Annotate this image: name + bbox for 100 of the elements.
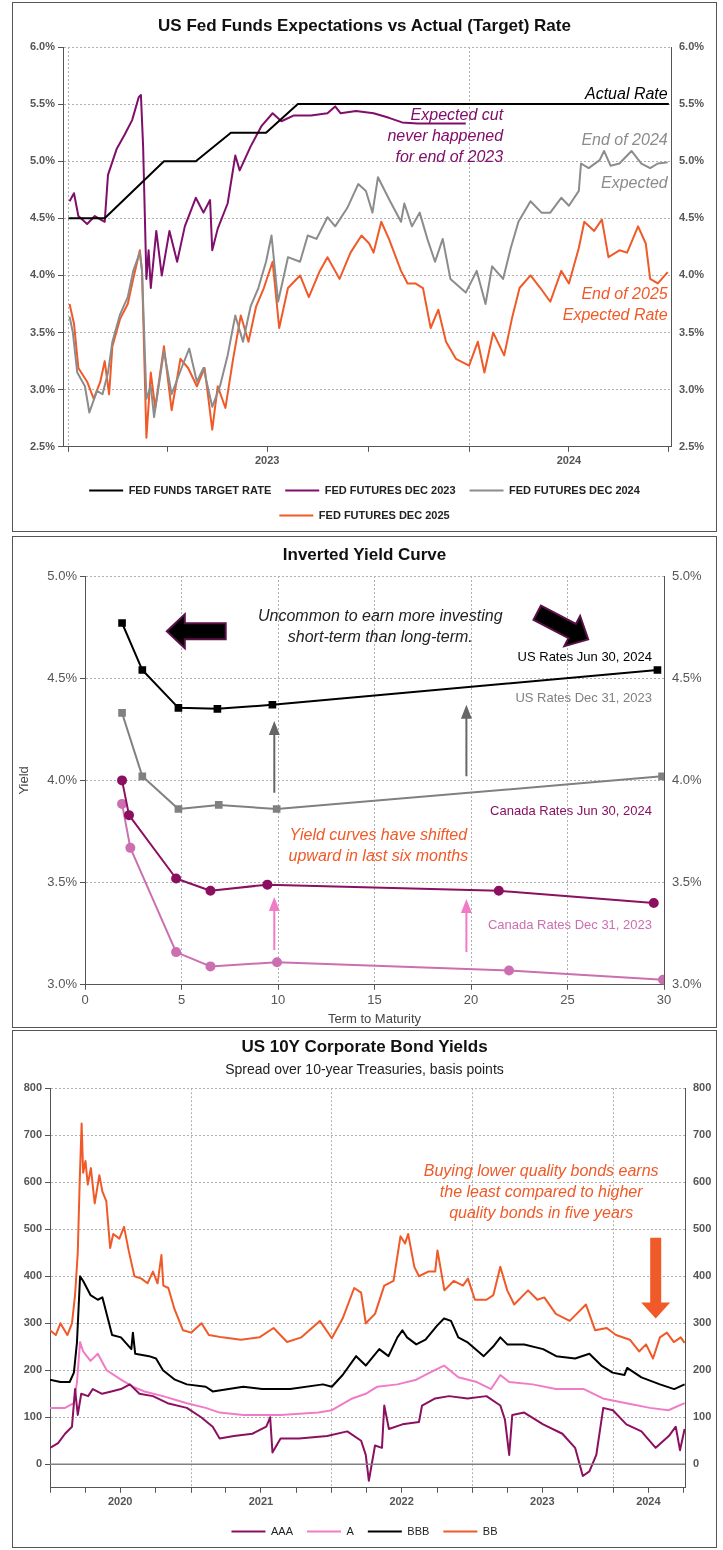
- y-tick-label: 700: [23, 1128, 42, 1141]
- y2-tick-label: 600: [693, 1175, 712, 1188]
- x-tick-label: 5: [177, 992, 186, 1008]
- y-tick-label: 800: [23, 1081, 42, 1094]
- annotation: Yield curves have shifted upward in last six months: [288, 826, 469, 865]
- y2-tick-label: 700: [693, 1128, 712, 1141]
- y-tick-label: 200: [23, 1363, 42, 1376]
- y2-tick-label: 200: [693, 1363, 712, 1376]
- y2-tick-label: 3.5%: [672, 874, 703, 890]
- y-tick-label: 500: [23, 1222, 42, 1235]
- legend-label: BBB: [407, 1524, 430, 1537]
- x-tick-label: 10: [270, 992, 286, 1008]
- y2-tick-label: 300: [693, 1316, 712, 1329]
- point: [118, 709, 126, 717]
- legend-label: FED FUTURES DEC 2023: [324, 483, 456, 496]
- point: [174, 805, 183, 813]
- point: [262, 879, 273, 890]
- y-tick-label: 400: [23, 1269, 42, 1282]
- x-tick-label: 2022: [389, 1495, 414, 1508]
- y-axis-title: Yield: [16, 766, 32, 795]
- y2-tick-label: 100: [693, 1410, 712, 1423]
- point: [213, 705, 222, 713]
- point: [272, 805, 281, 813]
- point: [138, 666, 147, 674]
- y2-tick-label: 0: [693, 1457, 700, 1470]
- y2-tick-label: 4.5%: [679, 211, 705, 224]
- point: [124, 810, 134, 821]
- point: [653, 666, 662, 674]
- point: [205, 885, 216, 896]
- text: Canada Rates Jun 30, 2024: [490, 802, 652, 818]
- x-tick-label: 25: [560, 992, 575, 1008]
- y2-tick-label: 3.0%: [672, 976, 703, 992]
- point: [493, 885, 504, 896]
- point: [171, 873, 182, 884]
- point: [174, 704, 183, 712]
- y-tick-label: 5.0%: [47, 567, 78, 583]
- legend-label: FED FUTURES DEC 2025: [318, 508, 450, 521]
- y-tick-label: 6.0%: [29, 40, 56, 53]
- y-tick-label: 600: [23, 1175, 42, 1188]
- annotation: End of 2025 Expected Rate: [562, 285, 668, 324]
- point: [205, 961, 216, 972]
- point: [268, 700, 277, 709]
- x-tick-label: 20: [463, 992, 479, 1008]
- x-tick-label: 15: [367, 992, 382, 1008]
- x-axis-title: Term to Maturity: [327, 1010, 422, 1026]
- chart-subtitle: Spread over 10-year Treasuries, basis points: [225, 1060, 504, 1077]
- point: [138, 772, 147, 781]
- x-tick-label: 0: [81, 992, 89, 1008]
- y-tick-label: 4.5%: [29, 211, 56, 224]
- chart-title: US Fed Funds Expectations vs Actual (Target) Rate: [158, 16, 571, 36]
- y2-tick-label: 4.0%: [672, 771, 703, 787]
- point: [214, 801, 223, 809]
- y-tick-label: 0: [35, 1457, 42, 1470]
- x-tick-label: 2024: [556, 454, 583, 467]
- x-tick-label: 2024: [636, 1495, 662, 1508]
- legend-label: FED FUTURES DEC 2024: [509, 483, 641, 496]
- legend-label: AAA: [270, 1524, 294, 1537]
- y2-tick-label: 400: [693, 1269, 712, 1282]
- y2-tick-label: 4.5%: [672, 669, 703, 685]
- y-tick-label: 3.5%: [29, 325, 56, 338]
- x-tick-label: 2023: [254, 454, 280, 467]
- y-tick-label: 3.0%: [47, 976, 78, 992]
- point: [117, 798, 128, 809]
- x-tick-label: 30: [656, 992, 672, 1008]
- text: US Rates Dec 31, 2023: [515, 690, 652, 706]
- annotation: Uncommon to earn more investing short-term than long-term.: [258, 607, 503, 646]
- x-tick-label: 2023: [530, 1495, 555, 1508]
- y2-tick-label: 2.5%: [679, 439, 705, 452]
- y-tick-label: 5.0%: [29, 154, 56, 167]
- legend-label: A: [346, 1524, 355, 1537]
- chart-title: Inverted Yield Curve: [282, 545, 447, 565]
- y2-tick-label: 800: [693, 1081, 712, 1094]
- point: [648, 898, 659, 909]
- point: [171, 947, 182, 958]
- y2-tick-label: 500: [693, 1222, 712, 1235]
- y-tick-label: 4.5%: [47, 669, 78, 685]
- y-tick-label: 5.5%: [29, 97, 56, 110]
- y2-tick-label: 5.0%: [672, 567, 703, 583]
- text: Canada Rates Dec 31, 2023: [487, 917, 652, 933]
- annotation: Expected cut never happened for end of 2023: [387, 105, 505, 165]
- series-label: US Rates Jun 30, 2024: [517, 649, 652, 665]
- point: [118, 619, 126, 627]
- point: [117, 775, 128, 786]
- y-tick-label: 4.0%: [29, 268, 56, 281]
- y2-tick-label: 3.0%: [679, 382, 705, 395]
- point: [504, 965, 515, 976]
- y-tick-label: 100: [23, 1410, 42, 1423]
- y-tick-label: 3.5%: [47, 874, 78, 890]
- annotation: Actual Rate: [583, 85, 668, 103]
- y2-tick-label: 6.0%: [679, 40, 705, 53]
- y-tick-label: 2.5%: [29, 439, 56, 452]
- point: [125, 842, 136, 853]
- y2-tick-label: 4.0%: [679, 268, 705, 281]
- x-tick-label: 2020: [107, 1495, 133, 1508]
- y-tick-label: 300: [23, 1316, 42, 1329]
- legend-label: BB: [482, 1524, 498, 1537]
- y-tick-label: 3.0%: [29, 382, 56, 395]
- annotation: Buying lower quality bonds earns the least compared to higher quality bonds in five years: [423, 1161, 659, 1221]
- point: [272, 957, 283, 968]
- chart-title: US 10Y Corporate Bond Yields: [241, 1036, 488, 1056]
